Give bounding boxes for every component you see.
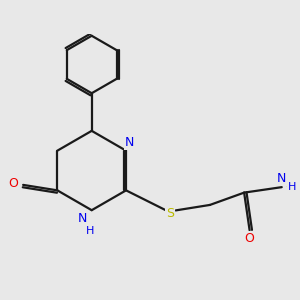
- Text: O: O: [245, 232, 254, 245]
- Text: N: N: [125, 136, 134, 149]
- Text: S: S: [166, 207, 174, 220]
- Text: N: N: [77, 212, 87, 225]
- Text: H: H: [288, 182, 296, 192]
- Text: O: O: [9, 177, 19, 190]
- Text: N: N: [277, 172, 286, 185]
- Text: H: H: [86, 226, 94, 236]
